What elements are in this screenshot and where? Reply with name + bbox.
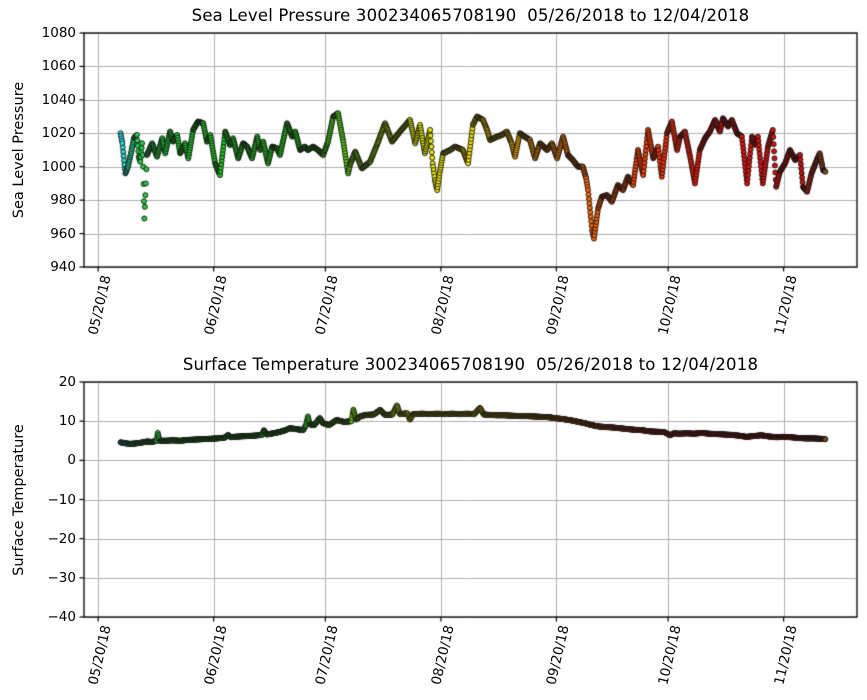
y-tick-label: 960 (50, 225, 76, 242)
y-tick-label: −40 (47, 609, 77, 625)
y-tick-label: −30 (47, 569, 77, 586)
y-tick-label: 10 (58, 413, 76, 430)
y-tick-label: 20 (58, 374, 76, 390)
chart-title-temperature: Surface Temperature 300234065708190 05/2… (182, 355, 759, 374)
y-tick-label: 940 (50, 259, 76, 275)
y-tick-label: −20 (47, 530, 77, 547)
y-tick-label: 0 (67, 452, 76, 469)
y-tick-label: 1000 (41, 158, 76, 175)
y-tick-label: 1040 (41, 91, 76, 108)
y-tick-label: 980 (50, 192, 76, 209)
y-tick-label: 1080 (41, 25, 76, 41)
chart-title-pressure: Sea Level Pressure 300234065708190 05/26… (191, 6, 750, 25)
y-tick-label: 1020 (41, 125, 76, 142)
y-tick-label: 1060 (41, 58, 76, 75)
y-tick-label: −10 (47, 491, 77, 508)
